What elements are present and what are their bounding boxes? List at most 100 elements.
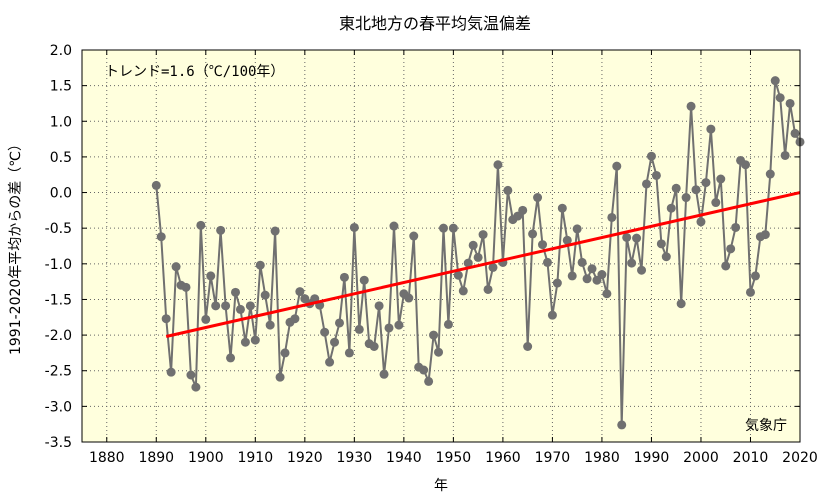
data-point	[434, 347, 444, 357]
data-point	[235, 304, 245, 314]
x-tick-label: 1950	[436, 450, 472, 466]
y-tick-label: 1.0	[50, 114, 72, 130]
data-point	[562, 235, 572, 245]
data-point	[201, 314, 211, 324]
data-point	[696, 217, 706, 227]
data-point	[602, 289, 612, 299]
x-axis-label: 年	[434, 478, 448, 494]
data-point	[265, 320, 275, 330]
data-point	[656, 239, 666, 249]
x-tick-label: 1880	[89, 450, 125, 466]
data-point	[374, 301, 384, 311]
data-point	[676, 299, 686, 309]
data-point	[473, 252, 483, 262]
x-axis: 1880 1890 1900 1910 1920 1930 1940 1950 1960 1970…	[89, 50, 818, 466]
data-point	[567, 271, 577, 281]
data-point	[780, 150, 790, 160]
data-point	[260, 290, 270, 300]
data-point	[726, 244, 736, 254]
y-tick-label: -1.0	[45, 257, 72, 273]
data-point	[448, 223, 458, 233]
data-point	[404, 293, 414, 303]
data-point	[646, 151, 656, 161]
y-tick-label: 2.0	[50, 43, 72, 59]
data-point	[538, 240, 548, 250]
data-point	[196, 220, 206, 230]
x-tick-label: 2000	[683, 450, 719, 466]
data-point	[211, 301, 221, 311]
data-point	[533, 193, 543, 203]
data-point	[518, 205, 528, 215]
x-tick-label: 2010	[733, 450, 769, 466]
y-axis-label: 1991-2020年平均からの差（℃）	[8, 137, 24, 355]
data-point	[745, 287, 755, 297]
data-point	[523, 341, 533, 351]
data-point	[290, 314, 300, 324]
y-tick-label: -3.5	[45, 435, 72, 451]
data-point	[612, 161, 622, 171]
data-point	[151, 180, 161, 190]
data-point	[503, 185, 513, 195]
x-tick-label: 1900	[188, 450, 224, 466]
data-point	[765, 169, 775, 179]
data-point	[161, 314, 171, 324]
x-tick-label: 1930	[337, 450, 373, 466]
data-point	[419, 365, 429, 375]
x-tick-label: 1890	[138, 450, 174, 466]
data-point	[488, 262, 498, 272]
data-point	[582, 274, 592, 284]
data-point	[191, 382, 201, 392]
data-point	[666, 203, 676, 213]
y-tick-label: 0.0	[50, 186, 72, 202]
data-point	[483, 284, 493, 294]
data-point	[686, 101, 696, 111]
data-point	[250, 335, 260, 345]
data-point	[240, 337, 250, 347]
data-point	[622, 232, 632, 242]
y-tick-label: -1.5	[45, 292, 72, 308]
data-point	[156, 232, 166, 242]
data-point	[721, 261, 731, 271]
data-point	[330, 337, 340, 347]
data-point	[617, 420, 627, 430]
data-point	[339, 272, 349, 282]
data-point	[572, 224, 582, 234]
data-point	[245, 301, 255, 311]
y-axis: 2.0 1.5 1.0 0.5 0.0 -0.5 -1.0 -1.5 -2.0 -2.5 -3.0 -…	[45, 43, 800, 451]
data-point	[750, 271, 760, 281]
x-tick-label: 1910	[237, 450, 273, 466]
data-point	[349, 222, 359, 232]
data-point	[552, 278, 562, 288]
data-point	[493, 160, 503, 170]
data-point	[528, 229, 538, 239]
data-point	[661, 252, 671, 262]
data-point	[731, 222, 741, 232]
data-point	[587, 264, 597, 274]
data-points	[151, 76, 805, 430]
data-point	[641, 179, 651, 189]
data-point	[270, 226, 280, 236]
trend-line	[165, 191, 801, 338]
data-point	[691, 185, 701, 195]
data-point	[344, 348, 354, 358]
data-point	[394, 320, 404, 330]
data-point	[651, 170, 661, 180]
data-point	[671, 183, 681, 193]
data-point	[181, 282, 191, 292]
data-point	[760, 230, 770, 240]
data-point	[438, 223, 448, 233]
chart-title: 東北地方の春平均気温偏差	[339, 14, 531, 33]
data-point	[226, 353, 236, 363]
data-point	[637, 265, 647, 275]
data-point	[275, 372, 285, 382]
data-point	[711, 198, 721, 208]
data-point	[389, 221, 399, 231]
data-point	[443, 319, 453, 329]
data-point	[453, 270, 463, 280]
trend-annotation: トレンド=1.6（℃/100年）	[105, 64, 284, 80]
data-point	[354, 324, 364, 334]
x-tick-label: 1940	[386, 450, 422, 466]
x-tick-label: 1990	[634, 450, 670, 466]
data-point	[221, 301, 231, 311]
